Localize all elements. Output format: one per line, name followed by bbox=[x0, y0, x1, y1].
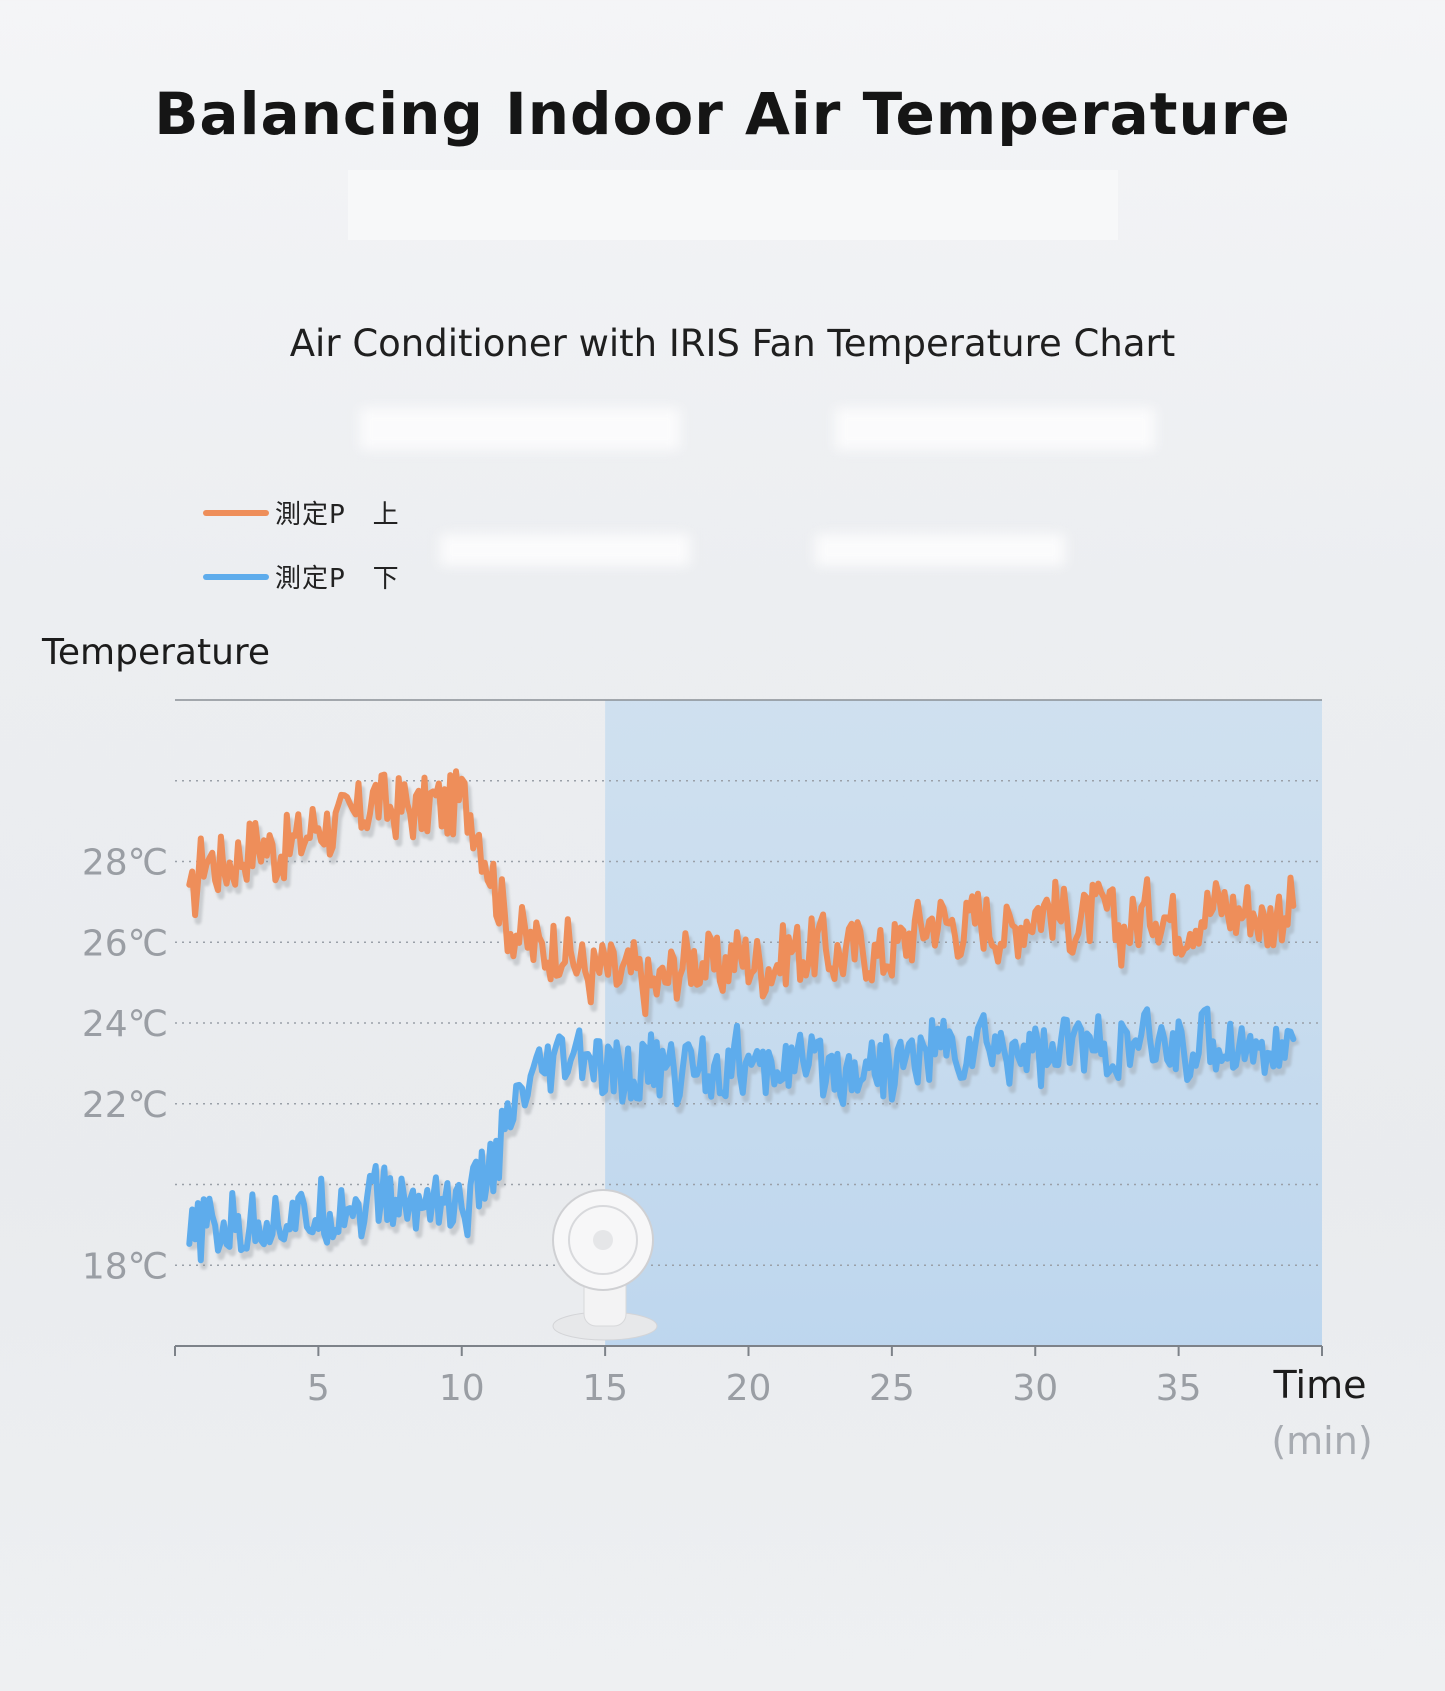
legend-label-upper: 測定P 上 bbox=[275, 500, 400, 530]
x-tick-label-10: 10 bbox=[439, 1368, 485, 1409]
fan-hub bbox=[593, 1230, 613, 1250]
series-line-1 bbox=[186, 1005, 1297, 1264]
fan-grille bbox=[568, 1205, 638, 1275]
background-light-3 bbox=[440, 534, 690, 566]
legend-entry-lower: 測定P 下 bbox=[203, 558, 400, 595]
y-tick-label-28: 28℃ bbox=[82, 843, 168, 884]
x-axis-unit: (min) bbox=[1271, 1419, 1372, 1463]
fan-illustration bbox=[552, 1189, 658, 1341]
background-light-4 bbox=[815, 534, 1065, 566]
legend-label-lower: 測定P 下 bbox=[275, 564, 400, 594]
background-light-1 bbox=[360, 408, 680, 450]
x-tick-label-20: 20 bbox=[726, 1368, 772, 1409]
background-panel-top bbox=[348, 170, 1118, 240]
legend-entry-upper: 測定P 上 bbox=[203, 494, 400, 531]
series-line-0 bbox=[186, 768, 1297, 1018]
page-title: Balancing Indoor Air Temperature bbox=[154, 80, 1291, 148]
legend-swatch-lower bbox=[203, 573, 269, 580]
y-tick-label-22: 22℃ bbox=[82, 1085, 168, 1126]
y-tick-label-26: 26℃ bbox=[82, 923, 168, 964]
shaded-region bbox=[605, 700, 1322, 1346]
background-light-2 bbox=[835, 408, 1155, 450]
chart-title: Air Conditioner with IRIS Fan Temperatur… bbox=[289, 322, 1176, 365]
x-tick-label-30: 30 bbox=[1012, 1368, 1058, 1409]
x-tick-label-25: 25 bbox=[869, 1368, 915, 1409]
y-tick-label-18: 18℃ bbox=[82, 1246, 168, 1287]
y-tick-label-24: 24℃ bbox=[82, 1004, 168, 1045]
legend-swatch-upper bbox=[203, 509, 269, 516]
x-tick-label-15: 15 bbox=[582, 1368, 628, 1409]
x-axis-label: Time bbox=[1273, 1363, 1367, 1407]
y-axis-label: Temperature bbox=[42, 632, 271, 673]
x-tick-label-35: 35 bbox=[1156, 1368, 1202, 1409]
x-tick-label-5: 5 bbox=[307, 1368, 330, 1409]
